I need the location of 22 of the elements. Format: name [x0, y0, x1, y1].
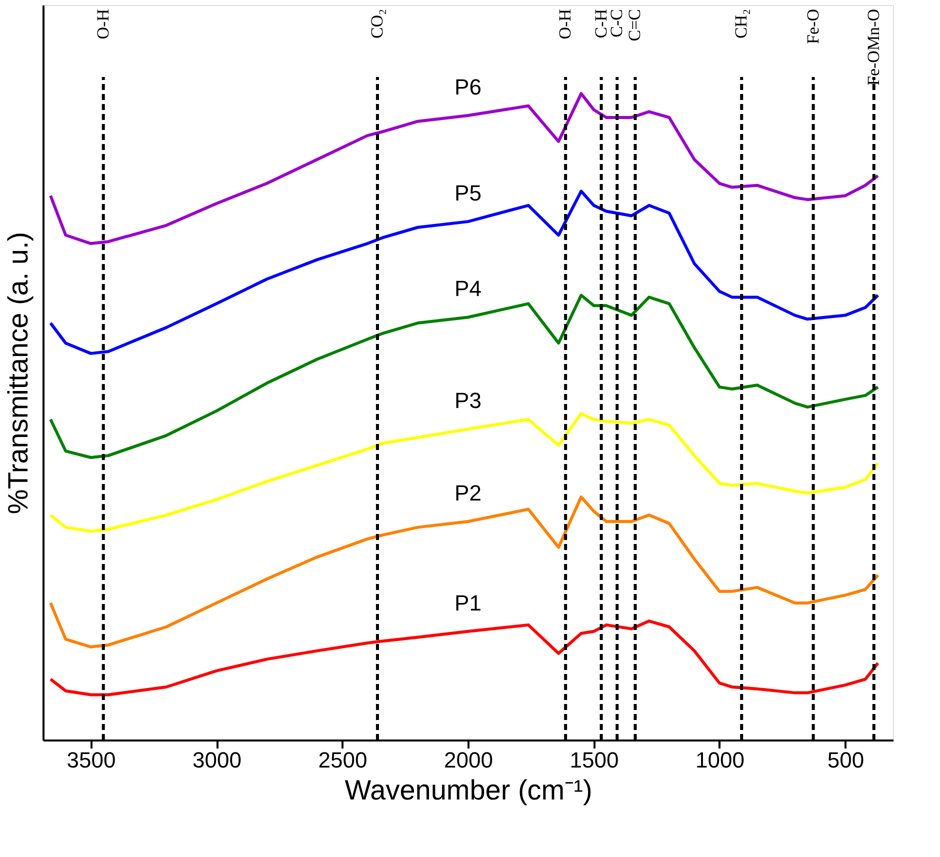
series-label: P5	[454, 180, 482, 206]
series-label: P2	[454, 480, 482, 506]
y-axis-title: %Transmittance (a. u.)	[2, 232, 34, 514]
series-label: P6	[454, 74, 482, 100]
ref-line-label: Fe-O	[803, 9, 822, 44]
ref-line-label: O-H	[556, 9, 575, 40]
x-axis-title: Wavenumber (cm⁻¹)	[344, 774, 592, 806]
x-tick-label: 2000	[444, 748, 493, 772]
ref-line-label: CH₂	[732, 9, 751, 39]
x-tick-label: 3000	[192, 748, 242, 772]
series-label: P4	[454, 276, 482, 302]
ref-line-label: Fe-OMn-O	[864, 9, 883, 86]
ref-line-label: CO₂	[367, 9, 386, 39]
x-tick-label: 3500	[66, 748, 116, 772]
series-label: P1	[454, 590, 482, 616]
series-label: P3	[454, 388, 482, 414]
x-tick-label: 1000	[696, 748, 744, 772]
x-tick-label: 2500	[318, 748, 368, 772]
x-tick-label: 1500	[570, 748, 619, 772]
x-tick-label: 500	[827, 748, 864, 772]
ref-line-label: O-H	[93, 9, 112, 40]
ref-line-label: C=C	[625, 9, 644, 42]
